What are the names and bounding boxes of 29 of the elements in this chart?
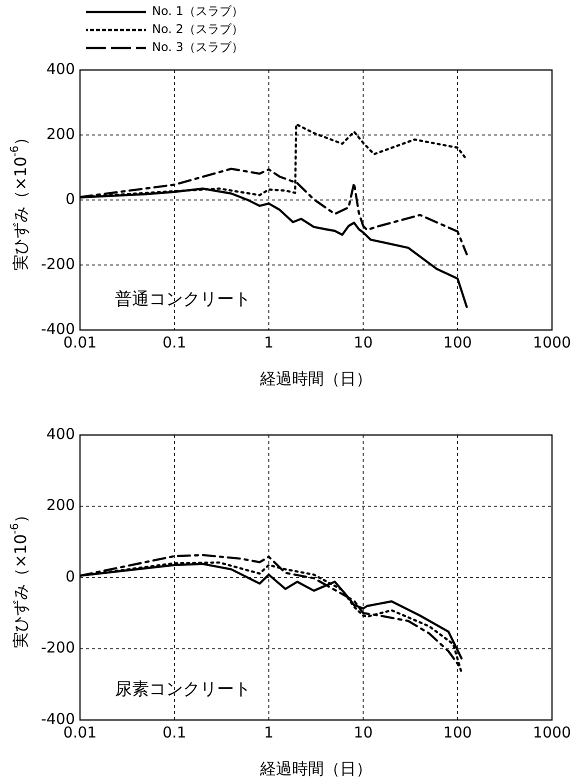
y-tick-label: 400: [46, 60, 75, 78]
y-tick-label: 0: [65, 567, 75, 586]
y-axis-title: 実ひずみ（×10-6）: [8, 130, 30, 270]
x-tick-label: 1000: [532, 723, 572, 742]
x-tick-label: 10: [354, 333, 373, 352]
y-tick-label: 400: [46, 424, 75, 443]
y-axis-title: 実ひずみ（×10-6）: [8, 507, 30, 648]
x-tick-label: 100: [443, 723, 472, 742]
legend-label: No. 1（スラブ）: [152, 4, 244, 18]
x-axis-title: 経過時間（日）: [259, 759, 372, 778]
x-tick-label: 10: [354, 723, 373, 742]
y-tick-label: 0: [65, 190, 75, 208]
x-tick-label: 1: [264, 723, 274, 742]
x-tick-label: 0.1: [162, 333, 186, 352]
x-tick-label: 1: [264, 333, 274, 352]
y-tick-label: 200: [46, 496, 75, 514]
x-axis-title: 経過時間（日）: [259, 369, 372, 388]
y-tick-label: 200: [46, 124, 75, 143]
legend-label: No. 2（スラブ）: [152, 22, 244, 36]
x-tick-label: 0.01: [63, 723, 97, 742]
x-tick-label: 0.1: [162, 723, 186, 742]
x-tick-label: 0.01: [63, 333, 97, 352]
annotation: 普通コンクリート: [115, 289, 251, 310]
legend-label: No. 3（スラブ）: [152, 40, 244, 54]
y-tick-label: -200: [40, 254, 75, 273]
y-tick-label: -200: [40, 638, 75, 657]
x-tick-label: 1000: [532, 333, 572, 352]
x-tick-label: 100: [443, 333, 472, 352]
annotation: 尿素コンクリート: [115, 679, 251, 700]
